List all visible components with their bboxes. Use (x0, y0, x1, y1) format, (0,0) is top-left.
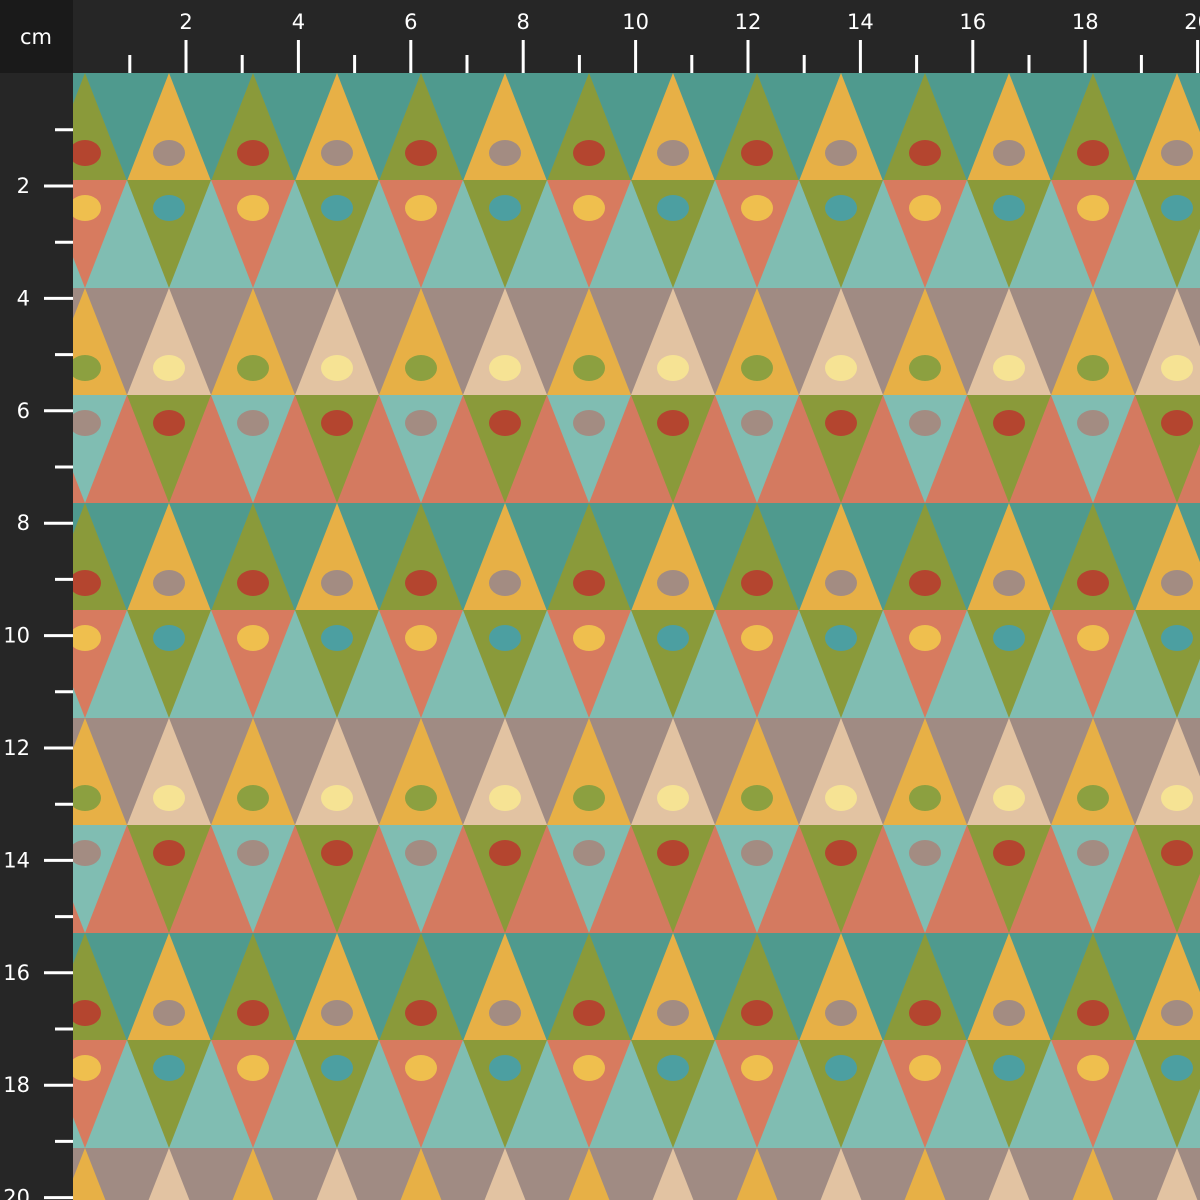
left-ruler-label: 20 (3, 1186, 30, 1200)
top-ruler-label: 20 (1184, 10, 1200, 34)
top-ruler-label: 2 (179, 10, 192, 34)
left-ruler-label: 16 (3, 961, 30, 985)
left-ruler-label: 18 (3, 1073, 30, 1097)
top-ruler (0, 0, 1200, 73)
top-ruler-label: 16 (959, 10, 986, 34)
left-ruler-label: 14 (3, 848, 30, 872)
left-ruler-label: 8 (17, 511, 30, 535)
left-ruler-label: 12 (3, 736, 30, 760)
top-ruler-label: 12 (735, 10, 762, 34)
ruler-ticks: 2 4 6 8 10 12 14 16 18 20 2 4 6 8 10 12 14 16 18 20 (3, 10, 1200, 1200)
top-ruler-label: 6 (404, 10, 417, 34)
top-ruler-label: 8 (517, 10, 530, 34)
left-ruler-label: 6 (17, 399, 30, 423)
top-ruler-label: 10 (622, 10, 649, 34)
left-ruler-label: 2 (17, 174, 30, 198)
top-ruler-label: 18 (1072, 10, 1099, 34)
left-ruler-label: 10 (3, 624, 30, 648)
left-ruler (0, 0, 73, 1200)
top-ruler-label: 14 (847, 10, 874, 34)
top-ruler-label: 4 (292, 10, 305, 34)
ruler-corner (0, 0, 73, 73)
fabric-swatch (73, 73, 1200, 1200)
left-ruler-label: 4 (17, 286, 30, 310)
ruler-unit: cm (20, 25, 52, 49)
